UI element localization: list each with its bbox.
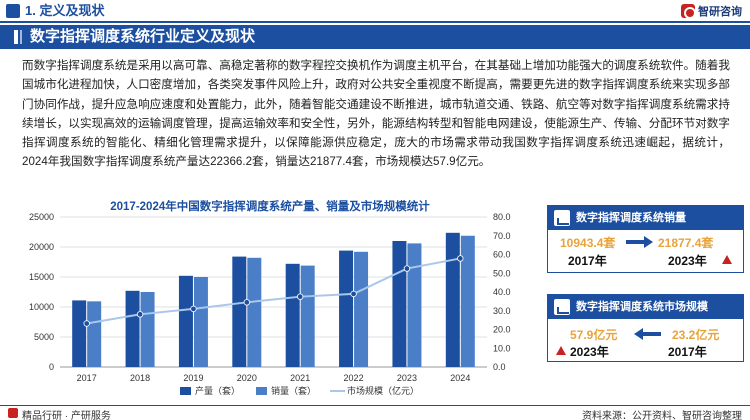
- brand-logo: 智研咨询: [681, 3, 742, 19]
- sales-right-value: 21877.4套: [658, 236, 714, 250]
- chart-icon: [554, 299, 570, 315]
- market-card: 数字指挥调度系统市场规模 57.9亿元 2023年 23.2亿元 2017年: [547, 294, 744, 362]
- bar: [407, 243, 422, 367]
- x-tick-label: 2021: [290, 373, 310, 383]
- sales-card-title: 数字指挥调度系统销量: [576, 212, 686, 224]
- data-point: [83, 320, 90, 327]
- y-right-tick-label: 70.0: [493, 231, 511, 241]
- data-point: [457, 255, 464, 262]
- section-square-icon: [6, 4, 20, 18]
- data-point: [403, 265, 411, 272]
- x-tick-label: 2022: [344, 373, 364, 383]
- footer-divider: [0, 405, 750, 406]
- market-size-line: [86, 257, 461, 325]
- sales-card: 数字指挥调度系统销量 10943.4套 2017年 21877.4套 2023年: [547, 205, 744, 273]
- bar: [232, 256, 247, 367]
- market-right-value: 23.2亿元: [672, 328, 720, 342]
- y-right-tick-label: 30.0: [493, 306, 511, 316]
- bar: [392, 241, 407, 367]
- y-left-tick-label: 25000: [29, 212, 54, 222]
- production-sales-chart: 2017-2024年中国数字指挥调度系统产量、销量及市场规模统计 0 5000 10…: [29, 199, 511, 396]
- y-right-tick-label: 0.0: [493, 362, 506, 372]
- brand-logo-text: 智研咨询: [698, 6, 742, 18]
- y-right-tick-label: 60.0: [493, 250, 511, 260]
- x-tick-label: 2024: [450, 373, 470, 383]
- data-point: [190, 305, 197, 313]
- x-tick-label: 2023: [397, 373, 417, 383]
- banner-accent-bar-thin: [20, 30, 22, 44]
- chart-title: 2017-2024年中国数字指挥调度系统产量、销量及市场规模统计: [110, 199, 430, 213]
- y-left-tick-label: 0: [49, 362, 54, 372]
- x-tick-label: 2020: [237, 373, 257, 383]
- sales-left-year: 2017年: [568, 254, 607, 268]
- top-bar: 1. 定义及现状 智研咨询: [0, 0, 750, 22]
- increase-arrow-icon: [556, 346, 566, 355]
- market-card-header: 数字指挥调度系统市场规模: [548, 295, 743, 319]
- data-point: [296, 293, 304, 300]
- market-left-value: 57.9亿元: [570, 328, 618, 342]
- legend-swatch: [180, 387, 191, 395]
- body-paragraph: 而数字指挥调度系统是采用以高可靠、高稳定著称的数字程控交换机作为调度主机平台，在…: [22, 59, 730, 169]
- sales-card-header: 数字指挥调度系统销量: [548, 206, 743, 230]
- data-point: [136, 311, 144, 318]
- bar: [72, 300, 87, 367]
- y-left-tick-label: 15000: [29, 272, 54, 282]
- y-right-tick-label: 10.0: [493, 343, 511, 353]
- bar: [460, 235, 475, 367]
- section-title: 1. 定义及现状: [25, 3, 105, 18]
- footer-source: 资料来源：公开资料、智研咨询整理: [582, 411, 742, 420]
- brand-logo-icon: [681, 4, 696, 19]
- banner-title: 数字指挥调度系统行业定义及现状: [30, 28, 256, 45]
- y-left-tick-label: 20000: [29, 242, 54, 252]
- x-tick-label: 2018: [130, 373, 150, 383]
- bar: [300, 265, 315, 367]
- x-tick-label: 2019: [183, 373, 203, 383]
- y-left-tick-label: 10000: [29, 302, 54, 312]
- y-left-tick-label: 5000: [34, 332, 54, 342]
- y-right-tick-label: 50.0: [493, 268, 511, 278]
- data-point: [243, 299, 251, 306]
- market-card-title: 数字指挥调度系统市场规模: [576, 301, 708, 313]
- banner-accent-bar: [14, 30, 18, 44]
- bar: [339, 250, 354, 367]
- footer-tagline: 精品行研 · 产研服务: [22, 411, 111, 420]
- top-divider: [0, 21, 750, 23]
- bar: [445, 232, 460, 367]
- chart-icon: [554, 210, 570, 226]
- footer-logo-icon: [8, 408, 18, 418]
- bar: [178, 275, 193, 367]
- market-left-year: 2023年: [570, 345, 609, 359]
- bar: [247, 257, 262, 367]
- title-banner: 数字指挥调度系统行业定义及现状: [0, 25, 750, 49]
- arrow-left-icon: [634, 328, 661, 340]
- bar: [285, 263, 300, 367]
- bar: [354, 251, 369, 367]
- bar: [193, 277, 208, 367]
- legend-label: 产量（套）: [195, 385, 240, 396]
- bar: [87, 301, 102, 367]
- y-right-tick-label: 20.0: [493, 325, 511, 335]
- footer: 精品行研 · 产研服务 资料来源：公开资料、智研咨询整理: [0, 405, 750, 420]
- increase-arrow-icon: [722, 255, 732, 264]
- legend-swatch: [256, 387, 267, 395]
- market-right-year: 2017年: [668, 345, 707, 359]
- y-right-tick-label: 80.0: [493, 212, 511, 222]
- legend-label: 市场规模（亿元）: [347, 385, 419, 396]
- sales-left-value: 10943.4套: [560, 236, 616, 250]
- legend-label: 销量（套）: [271, 385, 316, 396]
- data-point: [350, 290, 357, 298]
- bar: [140, 292, 155, 367]
- bar: [125, 290, 140, 367]
- x-tick-label: 2017: [77, 373, 97, 383]
- y-right-tick-label: 40.0: [493, 287, 511, 297]
- sales-right-year: 2023年: [668, 254, 707, 268]
- arrow-right-icon: [626, 236, 653, 248]
